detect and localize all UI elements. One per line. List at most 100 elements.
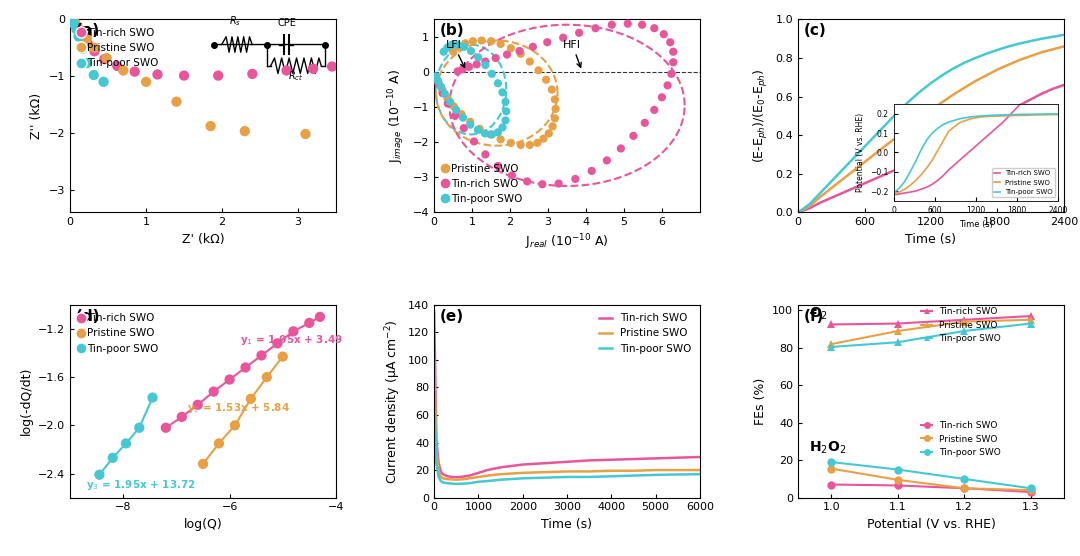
Point xyxy=(469,126,486,135)
Point xyxy=(524,42,541,51)
Text: (e): (e) xyxy=(440,309,463,324)
Point xyxy=(131,423,148,432)
Point xyxy=(79,39,96,48)
Point xyxy=(534,180,551,188)
Point xyxy=(659,81,676,90)
Y-axis label: Current density (μA cm$^{-2}$): Current density (μA cm$^{-2}$) xyxy=(383,319,403,484)
Point xyxy=(438,94,456,103)
Point xyxy=(428,73,445,82)
Point xyxy=(430,80,447,89)
Text: HFI: HFI xyxy=(563,39,581,67)
Point xyxy=(656,29,673,38)
Text: (c): (c) xyxy=(804,23,826,38)
Point xyxy=(68,22,85,31)
Point xyxy=(586,24,604,33)
Point xyxy=(227,421,244,430)
Point xyxy=(432,82,449,91)
Point xyxy=(494,88,511,97)
Point xyxy=(503,171,521,180)
Point xyxy=(285,327,302,336)
Point xyxy=(522,141,539,150)
Point xyxy=(483,70,500,78)
Point xyxy=(462,47,480,56)
X-axis label: Z' (kΩ): Z' (kΩ) xyxy=(181,232,225,246)
Point xyxy=(96,54,113,63)
Point xyxy=(75,32,92,41)
Point xyxy=(455,113,472,122)
Point xyxy=(544,122,562,131)
X-axis label: log(Q): log(Q) xyxy=(184,518,222,531)
Point xyxy=(85,43,103,52)
Point xyxy=(205,387,222,396)
Point xyxy=(522,57,539,66)
Point xyxy=(489,79,507,88)
Point xyxy=(497,116,514,125)
Point xyxy=(109,62,126,71)
Point xyxy=(78,34,95,43)
Point xyxy=(543,85,561,94)
Legend: Tin-rich SWO, Pristine SWO, Tin-poor SWO: Tin-rich SWO, Pristine SWO, Tin-poor SWO xyxy=(919,419,1003,459)
Point xyxy=(73,44,91,53)
Point xyxy=(98,53,116,62)
Legend: Tin-rich SWO, Pristine SWO, Tin-poor SWO: Tin-rich SWO, Pristine SWO, Tin-poor SWO xyxy=(76,310,161,357)
Point xyxy=(535,134,552,143)
Text: O$_2$: O$_2$ xyxy=(809,305,828,322)
Text: y$_1$ = 1.05x + 3.49: y$_1$ = 1.05x + 3.49 xyxy=(240,334,343,348)
Legend: Tin-rich SWO, Pristine SWO, Tin-poor SWO: Tin-rich SWO, Pristine SWO, Tin-poor SWO xyxy=(76,24,161,71)
Point xyxy=(471,125,488,133)
Point xyxy=(662,38,679,47)
Point xyxy=(442,97,459,106)
Legend: Pristine SWO, Tin-rich SWO, Tin-poor SWO: Pristine SWO, Tin-rich SWO, Tin-poor SWO xyxy=(440,160,525,207)
Point xyxy=(460,62,477,71)
Y-axis label: (E-E$_{ph}$)/(E$_0$-E$_{ph}$): (E-E$_{ph}$)/(E$_0$-E$_{ph}$) xyxy=(752,68,770,163)
Point xyxy=(438,43,456,52)
Point xyxy=(502,44,519,53)
Point xyxy=(489,128,507,137)
Point xyxy=(445,102,462,111)
Point xyxy=(278,66,295,75)
Point xyxy=(461,120,478,129)
Point xyxy=(619,19,636,28)
Point xyxy=(461,117,478,126)
Point xyxy=(210,71,227,80)
X-axis label: J$_{real}$ (10$^{-10}$ A): J$_{real}$ (10$^{-10}$ A) xyxy=(525,232,609,252)
Point xyxy=(646,24,663,33)
Point xyxy=(435,47,453,56)
Point xyxy=(567,175,584,183)
Point xyxy=(65,17,82,26)
Point xyxy=(85,71,103,80)
Point xyxy=(540,129,557,138)
Point xyxy=(550,179,567,188)
Point xyxy=(114,66,132,75)
Point xyxy=(603,20,620,29)
Point xyxy=(305,64,322,73)
Point xyxy=(498,107,515,116)
Point xyxy=(445,47,462,56)
Point xyxy=(70,32,87,41)
Point xyxy=(502,138,519,147)
Point xyxy=(612,144,630,153)
Point xyxy=(453,110,470,118)
Point xyxy=(636,118,653,127)
Point xyxy=(311,312,328,321)
Point xyxy=(434,86,451,95)
Point xyxy=(66,19,83,28)
Point xyxy=(237,127,254,136)
Point xyxy=(189,400,206,409)
X-axis label: Time (s): Time (s) xyxy=(541,518,593,531)
Point xyxy=(95,77,112,86)
Point xyxy=(434,88,451,97)
Point xyxy=(546,95,564,104)
Point xyxy=(258,373,275,381)
Point xyxy=(78,59,95,68)
Point xyxy=(323,62,340,71)
Y-axis label: log(-dQ/dt): log(-dQ/dt) xyxy=(19,367,32,435)
Point xyxy=(546,114,564,123)
Point xyxy=(69,22,86,31)
Point xyxy=(436,90,454,98)
Point xyxy=(664,47,681,56)
Point xyxy=(465,137,483,146)
Text: (b): (b) xyxy=(440,23,464,38)
Point xyxy=(68,24,85,33)
Point xyxy=(455,123,472,132)
